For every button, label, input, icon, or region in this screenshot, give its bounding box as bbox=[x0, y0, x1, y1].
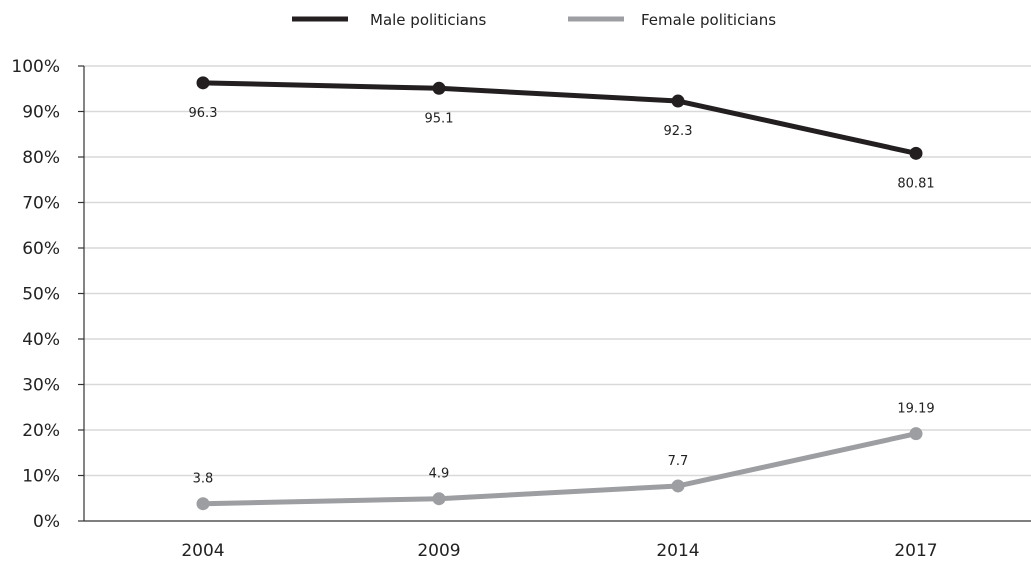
series-group bbox=[196, 76, 923, 511]
legend-label-female-politicians: Female politicians bbox=[641, 11, 776, 29]
legend: Male politicians Female politicians bbox=[292, 11, 776, 29]
data-label-male-politicians-2004: 96.3 bbox=[189, 106, 218, 121]
x-tick-label-2009: 2009 bbox=[417, 541, 460, 561]
x-tick-label-2017: 2017 bbox=[894, 541, 937, 561]
y-tick-label-40: 40% bbox=[22, 330, 60, 350]
x-tick-label-2004: 2004 bbox=[181, 541, 224, 561]
y-tick-label-50: 50% bbox=[22, 285, 60, 305]
y-tick-label-80: 80% bbox=[22, 148, 60, 168]
data-label-female-politicians-2014: 7.7 bbox=[668, 454, 689, 469]
data-label-male-politicians-2017: 80.81 bbox=[897, 176, 934, 191]
data-label-female-politicians-2004: 3.8 bbox=[193, 472, 214, 487]
y-tick-label-60: 60% bbox=[22, 239, 60, 259]
data-label-female-politicians-2009: 4.9 bbox=[429, 467, 450, 482]
data-label-male-politicians-2014: 92.3 bbox=[664, 124, 693, 139]
x-tick-label-2014: 2014 bbox=[656, 541, 699, 561]
data-label-male-politicians-2009: 95.1 bbox=[425, 111, 454, 126]
data-point-female-politicians-2017 bbox=[909, 427, 923, 441]
data-point-female-politicians-2014 bbox=[671, 479, 685, 493]
y-tick-label-0: 0% bbox=[33, 512, 60, 532]
data-point-male-politicians-2004 bbox=[196, 76, 210, 90]
y-tick-label-100: 100% bbox=[11, 57, 60, 77]
y-tick-label-30: 30% bbox=[22, 376, 60, 396]
data-point-female-politicians-2004 bbox=[196, 497, 210, 511]
data-point-male-politicians-2009 bbox=[432, 81, 446, 95]
data-point-female-politicians-2009 bbox=[432, 492, 446, 506]
data-label-female-politicians-2017: 19.19 bbox=[897, 402, 934, 417]
series-line-female-politicians bbox=[200, 431, 919, 507]
data-point-male-politicians-2017 bbox=[909, 146, 923, 160]
y-axis-ticks: 0% 10% 20% 30% 40% 50% 60% 70% 80% 90% 100% bbox=[11, 57, 84, 532]
x-axis-ticks: 2004 2009 2014 2017 bbox=[181, 541, 937, 561]
data-labels: 96.3 95.1 92.3 80.81 3.8 4.9 7.7 19.19 bbox=[189, 106, 935, 487]
y-tick-label-90: 90% bbox=[22, 103, 60, 123]
legend-label-male-politicians: Male politicians bbox=[370, 11, 486, 29]
series-line-male-politicians bbox=[200, 80, 919, 156]
y-tick-label-20: 20% bbox=[22, 421, 60, 441]
y-tick-label-70: 70% bbox=[22, 194, 60, 214]
data-point-male-politicians-2014 bbox=[671, 94, 685, 108]
gridlines bbox=[84, 65, 1031, 477]
y-tick-label-10: 10% bbox=[22, 467, 60, 487]
